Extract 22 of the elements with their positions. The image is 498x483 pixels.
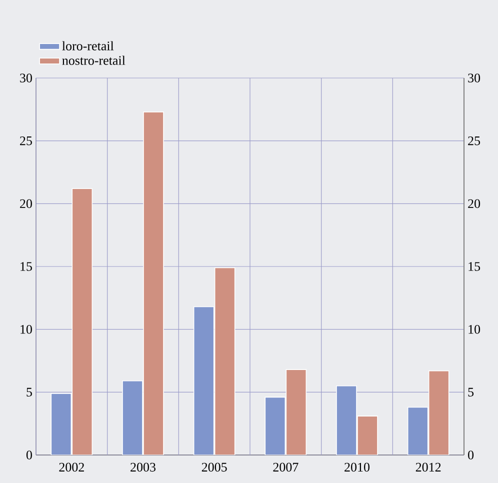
- y-tick-label: 15: [20, 262, 32, 271]
- y2-tick-label: 0: [468, 450, 474, 460]
- x-tick-label: 2002: [59, 462, 84, 472]
- x-tick-label: 2010: [344, 462, 370, 472]
- y2-tick-label: 15: [468, 262, 480, 271]
- legend-label: nostro-retail: [62, 56, 126, 65]
- legend-label: loro-retail: [62, 41, 114, 50]
- y-tick-label: 0: [26, 450, 32, 460]
- y2-tick-label: 20: [468, 199, 480, 208]
- x-tick-label: 2012: [416, 462, 441, 472]
- x-tick-label: 2007: [273, 462, 298, 472]
- x-tick-label: 2003: [130, 462, 156, 472]
- x-tick-label: 2005: [202, 462, 227, 472]
- y-tick-label: 10: [20, 324, 32, 334]
- y-tick-label: 5: [26, 388, 32, 396]
- y-tick-label: 20: [20, 199, 32, 208]
- y2-tick-label: 25: [468, 136, 480, 146]
- y2-tick-label: 10: [468, 324, 480, 334]
- y2-tick-label: 5: [468, 388, 474, 396]
- y-tick-label: 25: [20, 136, 32, 146]
- y2-tick-label: 30: [468, 74, 480, 82]
- y-tick-label: 30: [20, 74, 32, 82]
